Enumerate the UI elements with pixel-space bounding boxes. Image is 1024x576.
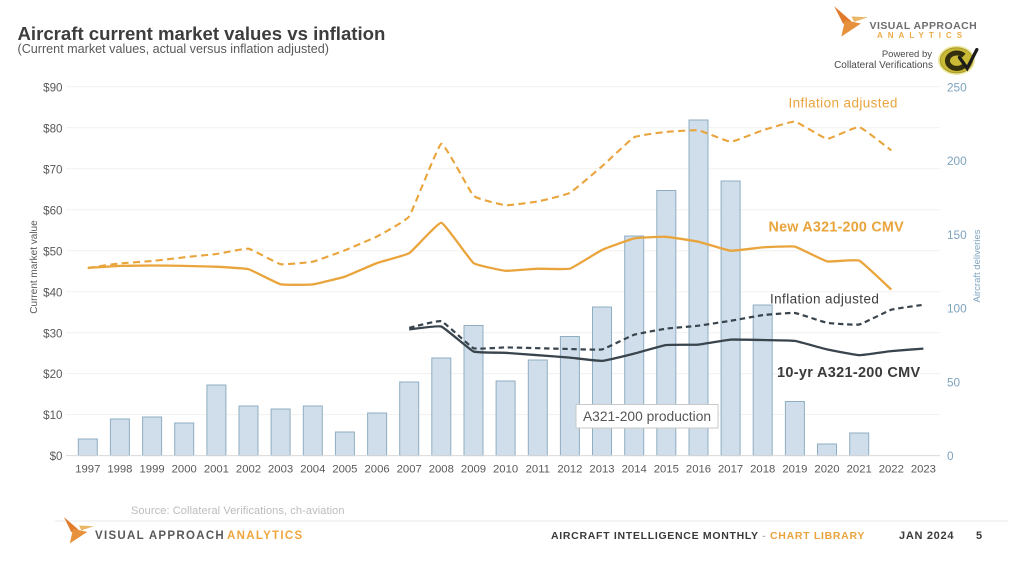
svg-text:2008: 2008 (429, 464, 454, 476)
svg-text:Current market value: Current market value (29, 220, 40, 314)
svg-text:VISUAL APPROACH: VISUAL APPROACH (870, 20, 978, 32)
svg-text:1997: 1997 (75, 464, 100, 476)
svg-text:2022: 2022 (879, 464, 904, 476)
svg-text:$30: $30 (43, 327, 62, 340)
svg-text:$60: $60 (43, 204, 62, 217)
svg-text:ANALYTICS: ANALYTICS (227, 530, 303, 542)
svg-text:2018: 2018 (750, 464, 775, 476)
svg-text:2019: 2019 (782, 464, 807, 476)
svg-text:2006: 2006 (365, 464, 390, 476)
svg-text:$70: $70 (43, 163, 62, 176)
svg-text:50: 50 (947, 375, 961, 389)
svg-text:Aircraft deliveries: Aircraft deliveries (972, 229, 983, 302)
svg-text:2005: 2005 (332, 464, 357, 476)
svg-text:2004: 2004 (300, 464, 325, 476)
svg-text:2013: 2013 (589, 464, 614, 476)
svg-text:200: 200 (947, 154, 967, 168)
svg-text:ANALYTICS: ANALYTICS (877, 31, 967, 40)
svg-text:$40: $40 (43, 286, 62, 299)
svg-text:2011: 2011 (526, 464, 550, 476)
svg-text:2001: 2001 (204, 464, 229, 476)
svg-text:A321-200 production: A321-200 production (583, 409, 711, 424)
svg-text:AIRCRAFT INTELLIGENCE MONTHLY: AIRCRAFT INTELLIGENCE MONTHLY - CHART LI… (551, 530, 865, 542)
svg-text:1998: 1998 (107, 464, 132, 476)
svg-text:$0: $0 (50, 450, 63, 463)
svg-text:Collateral Verifications: Collateral Verifications (834, 60, 933, 71)
svg-text:150: 150 (947, 228, 967, 242)
svg-text:2002: 2002 (236, 464, 261, 476)
svg-text:VISUAL APPROACH: VISUAL APPROACH (95, 530, 225, 542)
svg-text:$90: $90 (43, 81, 62, 94)
svg-text:$20: $20 (43, 368, 62, 381)
svg-text:2009: 2009 (461, 464, 486, 476)
svg-text:0: 0 (947, 449, 954, 463)
svg-text:1999: 1999 (140, 464, 165, 476)
svg-text:Powered by: Powered by (882, 49, 932, 60)
svg-text:250: 250 (947, 80, 967, 94)
svg-text:100: 100 (947, 302, 967, 316)
svg-text:Inflation adjusted: Inflation adjusted (789, 96, 898, 111)
svg-text:$50: $50 (43, 245, 62, 258)
svg-text:2012: 2012 (557, 464, 582, 476)
svg-text:5: 5 (976, 530, 982, 542)
svg-text:2021: 2021 (847, 464, 872, 476)
svg-text:JAN 2024: JAN 2024 (899, 530, 954, 542)
svg-text:2023: 2023 (911, 464, 936, 476)
svg-text:$80: $80 (43, 122, 62, 135)
svg-text:2015: 2015 (654, 464, 679, 476)
svg-text:2007: 2007 (397, 464, 422, 476)
svg-text:2010: 2010 (493, 464, 518, 476)
svg-text:10-yr A321-200 CMV: 10-yr A321-200 CMV (777, 365, 921, 381)
svg-text:New A321-200 CMV: New A321-200 CMV (769, 220, 905, 236)
svg-text:Inflation adjusted: Inflation adjusted (770, 292, 879, 307)
svg-text:Source: Collateral Verificatio: Source: Collateral Verifications, ch-avi… (131, 505, 345, 517)
svg-text:2020: 2020 (814, 464, 839, 476)
svg-text:2014: 2014 (622, 464, 647, 476)
svg-text:2000: 2000 (172, 464, 197, 476)
svg-text:2003: 2003 (268, 464, 293, 476)
svg-text:2017: 2017 (718, 464, 743, 476)
svg-text:2016: 2016 (686, 464, 711, 476)
svg-text:$10: $10 (43, 409, 62, 422)
